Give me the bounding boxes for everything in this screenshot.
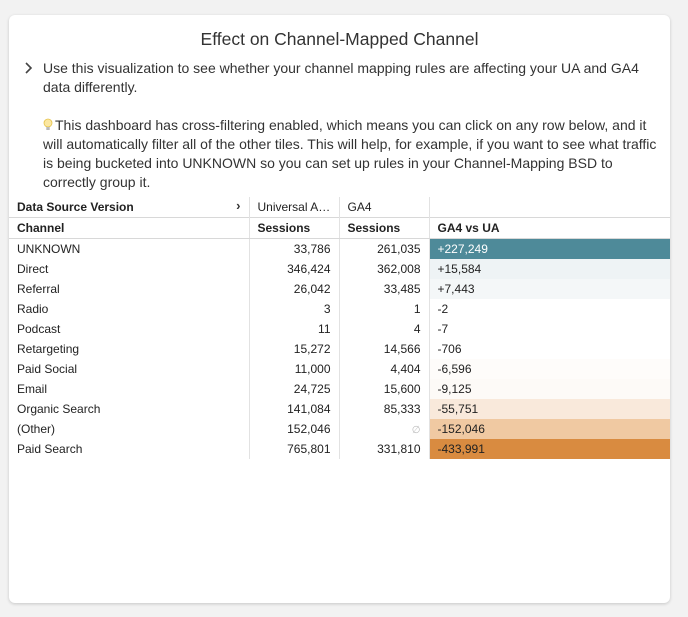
- channel-cell[interactable]: Organic Search: [17, 402, 101, 416]
- table-row[interactable]: UNKNOWN 33,786 261,035 +227,249: [9, 238, 670, 259]
- ga4-sessions-cell[interactable]: 4: [338, 319, 429, 339]
- pivot-header-row: Data Source Version › Universal An… GA4: [9, 197, 670, 218]
- ga4-vs-ua-cell[interactable]: -433,991: [428, 439, 670, 459]
- ga4-sessions-cell[interactable]: 4,404: [338, 359, 429, 379]
- tile-title: Effect on Channel-Mapped Channel: [200, 29, 479, 49]
- dashboard-tile: Effect on Channel-Mapped Channel Use thi…: [9, 15, 670, 603]
- table-row[interactable]: Retargeting 15,272 14,566 -706: [9, 339, 670, 359]
- ga4-vs-ua-cell[interactable]: -6,596: [428, 359, 670, 379]
- ga4-vs-ua-cell[interactable]: -9,125: [428, 379, 670, 399]
- ga4-sessions-cell[interactable]: 261,035: [338, 238, 429, 259]
- channel-cell[interactable]: Referral: [17, 282, 60, 296]
- ua-sessions-cell[interactable]: 765,801: [248, 439, 339, 459]
- ga4-vs-ua-cell[interactable]: +15,584: [428, 259, 670, 279]
- ga4-vs-ua-cell[interactable]: -2: [428, 299, 670, 319]
- channel-cell[interactable]: Podcast: [17, 322, 61, 336]
- ga4-sessions-cell[interactable]: 85,333: [338, 399, 429, 419]
- table-row[interactable]: Radio 3 1 -2: [9, 299, 670, 319]
- null-value: ∅: [411, 425, 421, 436]
- channel-cell[interactable]: Retargeting: [17, 342, 80, 356]
- ua-sessions-cell[interactable]: 26,042: [248, 279, 339, 299]
- lightbulb-icon: [43, 118, 53, 132]
- pivot-label: Data Source Version: [17, 200, 134, 214]
- ua-sessions-cell[interactable]: 346,424: [248, 259, 339, 279]
- pivot-label-cell[interactable]: Data Source Version ›: [9, 197, 249, 218]
- ga4-vs-ua-cell[interactable]: +227,249: [428, 238, 670, 259]
- description-paragraph-2-text: This dashboard has cross-filtering enabl…: [43, 117, 657, 190]
- table-row[interactable]: Paid Social 11,000 4,404 -6,596: [9, 359, 670, 379]
- pivot-value-ua[interactable]: Universal An…: [248, 197, 339, 218]
- ga4-sessions-cell[interactable]: 14,566: [338, 339, 429, 359]
- ga4-vs-ua-cell[interactable]: -7: [428, 319, 670, 339]
- ga4-vs-ua-cell[interactable]: -706: [428, 339, 670, 359]
- ga4-sessions-cell[interactable]: 1: [338, 299, 429, 319]
- table-row[interactable]: Paid Search 765,801 331,810 -433,991: [9, 439, 670, 459]
- ua-sessions-cell[interactable]: 152,046: [248, 419, 339, 439]
- ua-sessions-cell[interactable]: 11: [248, 319, 339, 339]
- ua-sessions-cell[interactable]: 33,786: [248, 238, 339, 259]
- description-paragraph-1: Use this visualization to see whether yo…: [43, 60, 639, 95]
- channel-cell[interactable]: Paid Social: [17, 362, 78, 376]
- channel-cell[interactable]: (Other): [17, 422, 56, 436]
- column-header-ga4-sessions[interactable]: Sessions: [338, 217, 429, 239]
- table-row[interactable]: Organic Search 141,084 85,333 -55,751: [9, 399, 670, 419]
- table-row[interactable]: Podcast 11 4 -7: [9, 319, 670, 339]
- table-body: UNKNOWN 33,786 261,035 +227,249 Direct 346,42…: [9, 238, 670, 459]
- ga4-vs-ua-cell[interactable]: -152,046: [428, 419, 670, 439]
- ga4-vs-ua-cell[interactable]: +7,443: [428, 279, 670, 299]
- tile-description: Use this visualization to see whether yo…: [23, 59, 663, 192]
- pivot-value-ga4[interactable]: GA4: [338, 197, 429, 218]
- channel-cell[interactable]: Paid Search: [17, 442, 83, 456]
- channel-cell[interactable]: UNKNOWN: [17, 242, 81, 256]
- channel-cell[interactable]: Radio: [17, 302, 49, 316]
- ga4-vs-ua-cell[interactable]: -55,751: [428, 399, 670, 419]
- channel-cell[interactable]: Direct: [17, 262, 49, 276]
- ua-sessions-cell[interactable]: 24,725: [248, 379, 339, 399]
- ga4-sessions-cell[interactable]: 33,485: [338, 279, 429, 299]
- column-header-channel[interactable]: Channel: [9, 217, 249, 239]
- chevron-right-icon[interactable]: [23, 60, 37, 78]
- ua-sessions-cell[interactable]: 3: [248, 299, 339, 319]
- column-header-row: Channel Sessions Sessions GA4 vs UA: [9, 217, 670, 239]
- table-row[interactable]: Direct 346,424 362,008 +15,584: [9, 259, 670, 279]
- column-header-ua-sessions[interactable]: Sessions: [248, 217, 339, 239]
- table-row[interactable]: Referral 26,042 33,485 +7,443: [9, 279, 670, 299]
- channel-comparison-table: Data Source Version › Universal An… GA4 C…: [9, 197, 670, 459]
- ua-sessions-cell[interactable]: 15,272: [248, 339, 339, 359]
- description-paragraph-2: This dashboard has cross-filtering enabl…: [43, 116, 663, 192]
- ua-sessions-cell[interactable]: 141,084: [248, 399, 339, 419]
- column-header-ga4-vs-ua[interactable]: GA4 vs UA: [428, 217, 670, 239]
- ga4-sessions-cell[interactable]: 362,008: [338, 259, 429, 279]
- ga4-sessions-cell[interactable]: ∅: [338, 419, 429, 439]
- chevron-right-icon[interactable]: ›: [236, 198, 241, 213]
- ua-sessions-cell[interactable]: 11,000: [248, 359, 339, 379]
- ga4-sessions-cell[interactable]: 15,600: [338, 379, 429, 399]
- table-row[interactable]: Email 24,725 15,600 -9,125: [9, 379, 670, 399]
- channel-cell[interactable]: Email: [17, 382, 48, 396]
- pivot-empty: [428, 197, 670, 218]
- table-row[interactable]: (Other) 152,046 ∅ -152,046: [9, 419, 670, 439]
- ga4-sessions-cell[interactable]: 331,810: [338, 439, 429, 459]
